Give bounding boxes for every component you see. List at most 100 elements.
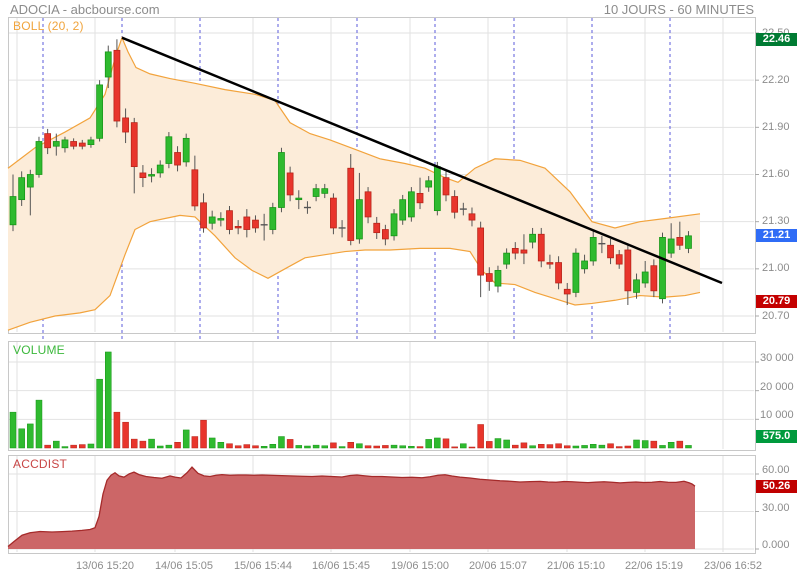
last-volume-badge: 575.0	[756, 430, 797, 443]
accdist-axis-label: 0.000	[762, 539, 790, 551]
x-axis-label: 16/06 15:45	[311, 560, 371, 572]
candle-body	[286, 172, 294, 196]
volume-bar	[546, 444, 554, 449]
candle-body	[503, 252, 510, 265]
candle-body	[607, 244, 614, 259]
volume-bar	[61, 446, 69, 449]
volume-bar	[538, 444, 545, 449]
volume-bar	[278, 436, 285, 449]
candle-body	[61, 139, 69, 149]
candle-body	[96, 84, 103, 139]
volume-bar	[477, 424, 484, 449]
x-axis-label: 13/06 15:20	[75, 560, 135, 572]
candle-body	[477, 227, 485, 276]
candle-body	[252, 219, 259, 229]
volume-bar	[624, 445, 632, 449]
volume-bar	[338, 446, 346, 449]
price-axis-label: 21.00	[762, 262, 790, 275]
candle-body	[399, 199, 407, 221]
volume-bar	[200, 419, 207, 449]
candle-body	[217, 218, 225, 221]
candle-body	[9, 196, 17, 226]
volume-bar	[425, 439, 432, 449]
candle-body	[174, 152, 181, 166]
candle-body	[589, 237, 597, 262]
candle-body	[407, 191, 415, 218]
volume-bar	[148, 438, 155, 449]
candle-body	[633, 279, 640, 293]
volume-bar	[234, 445, 242, 449]
bollinger-upper-band	[7, 36, 701, 229]
candle-body	[139, 172, 147, 179]
volume-bar	[667, 442, 675, 449]
candle-body	[234, 226, 242, 229]
resistance-trendline	[121, 36, 723, 285]
candle-body	[581, 260, 588, 270]
volume-bar	[434, 437, 441, 449]
volume-bar	[217, 442, 225, 449]
volume-bar	[408, 446, 415, 449]
candle-body	[130, 122, 138, 168]
volume-panel-frame	[8, 341, 756, 451]
volume-bar	[330, 442, 337, 449]
volume-bar	[442, 438, 450, 449]
x-axis-label: 19/06 15:00	[390, 560, 450, 572]
volume-bar	[589, 444, 597, 449]
candle-body	[364, 191, 372, 218]
volume-bar	[87, 443, 95, 449]
price-axis-label: 22.20	[762, 73, 790, 86]
volume-bar	[96, 378, 103, 449]
candle-body	[425, 180, 433, 188]
volume-bar	[260, 446, 268, 449]
volume-bar	[572, 445, 580, 449]
candle-body	[35, 141, 43, 175]
volume-bar	[156, 445, 164, 449]
volume-axis-label: 10 000	[760, 409, 794, 422]
volume-bar	[399, 445, 406, 449]
candle-body	[685, 235, 692, 249]
candle-body	[572, 252, 580, 293]
volume-bar	[191, 436, 199, 449]
volume-bar	[243, 444, 251, 449]
candle-body	[615, 254, 623, 265]
candle-body	[511, 248, 519, 254]
volume-bar	[321, 445, 329, 449]
candle-body	[520, 249, 528, 254]
candle-body	[156, 164, 164, 174]
candle-body	[243, 216, 251, 230]
candle-body	[18, 177, 26, 201]
volume-bar	[650, 440, 658, 449]
candle-body	[641, 271, 649, 284]
volume-axis-label: 30 000	[760, 351, 794, 364]
candle-body	[347, 167, 355, 241]
volume-bar	[35, 399, 43, 449]
price-axis-label: 21.30	[762, 215, 790, 228]
volume-bar	[659, 445, 666, 449]
candle-body	[494, 270, 502, 287]
candle-body	[416, 192, 424, 204]
volume-bar	[460, 443, 467, 449]
volume-bar	[182, 429, 190, 449]
volume-bar	[226, 443, 233, 449]
candle-body	[433, 166, 441, 212]
accdist-line	[7, 466, 696, 547]
candle-body	[182, 137, 190, 163]
volume-bar	[27, 423, 34, 449]
volume-bar	[53, 440, 60, 449]
candle-body	[373, 222, 381, 234]
price-axis-label: 21.60	[762, 168, 790, 180]
session-low-badge: 20.79	[756, 295, 797, 309]
candle-body	[321, 188, 329, 194]
candle-body	[78, 142, 86, 147]
volume-bar	[529, 445, 536, 449]
volume-bar	[18, 428, 25, 449]
candle-body	[382, 229, 389, 240]
candle-body	[113, 49, 121, 122]
volume-bar	[607, 443, 614, 449]
candle-body	[165, 136, 173, 164]
x-axis-label: 23/06 16:52	[703, 560, 763, 572]
volume-bar	[269, 444, 277, 449]
accdist-value-badge: 50.26	[756, 479, 797, 493]
candle-body	[563, 288, 571, 295]
